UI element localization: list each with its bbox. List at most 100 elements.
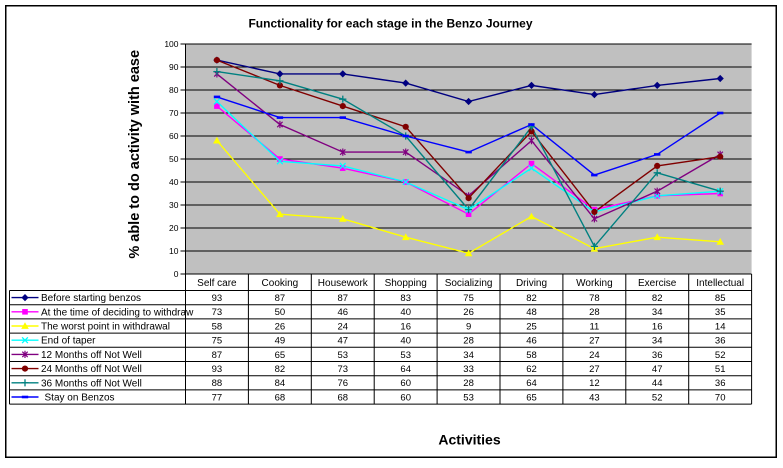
svg-text:Housework: Housework — [318, 278, 369, 289]
svg-text:9: 9 — [466, 321, 471, 332]
svg-text:76: 76 — [338, 378, 349, 389]
svg-text:40: 40 — [400, 336, 411, 347]
svg-text:10: 10 — [169, 246, 179, 256]
svg-text:70: 70 — [169, 108, 179, 118]
svg-text:12 Months off Not Well: 12 Months off Not Well — [41, 350, 142, 361]
svg-text:87: 87 — [338, 293, 349, 304]
svg-text:36: 36 — [715, 336, 726, 347]
svg-text:26: 26 — [275, 321, 286, 332]
svg-text:73: 73 — [212, 307, 223, 318]
svg-text:49: 49 — [275, 336, 286, 347]
svg-text:16: 16 — [652, 321, 663, 332]
svg-text:Exercise: Exercise — [638, 278, 677, 289]
svg-text:85: 85 — [715, 293, 726, 304]
svg-text:60: 60 — [169, 131, 179, 141]
svg-text:47: 47 — [652, 364, 663, 375]
svg-text:20: 20 — [169, 223, 179, 233]
svg-text:50: 50 — [169, 154, 179, 164]
svg-text:12: 12 — [589, 378, 600, 389]
svg-text:0: 0 — [174, 269, 179, 279]
svg-text:65: 65 — [275, 350, 286, 361]
svg-text:47: 47 — [338, 336, 349, 347]
svg-text:End of taper: End of taper — [41, 336, 96, 347]
svg-text:Activities: Activities — [438, 432, 500, 448]
svg-text:70: 70 — [715, 392, 726, 403]
svg-text:40: 40 — [400, 307, 411, 318]
svg-text:53: 53 — [463, 392, 474, 403]
svg-text:48: 48 — [526, 307, 537, 318]
svg-text:24: 24 — [338, 321, 349, 332]
svg-text:58: 58 — [212, 321, 223, 332]
svg-text:73: 73 — [338, 364, 349, 375]
svg-text:51: 51 — [715, 364, 726, 375]
svg-text:Cooking: Cooking — [262, 278, 299, 289]
svg-text:90: 90 — [169, 62, 179, 72]
svg-text:33: 33 — [463, 364, 474, 375]
svg-text:65: 65 — [526, 392, 537, 403]
svg-text:64: 64 — [400, 364, 411, 375]
svg-text:40: 40 — [169, 177, 179, 187]
svg-text:43: 43 — [589, 392, 600, 403]
svg-text:Working: Working — [576, 278, 613, 289]
svg-text:93: 93 — [212, 293, 223, 304]
svg-text:87: 87 — [275, 293, 286, 304]
svg-text:35: 35 — [715, 307, 726, 318]
svg-text:Stay on Benzos: Stay on Benzos — [45, 393, 115, 404]
svg-text:16: 16 — [400, 321, 411, 332]
svg-text:14: 14 — [715, 321, 726, 332]
svg-text:68: 68 — [338, 392, 349, 403]
svg-text:82: 82 — [652, 293, 663, 304]
svg-text:34: 34 — [463, 350, 474, 361]
svg-text:11: 11 — [589, 321, 599, 332]
svg-text:68: 68 — [275, 392, 286, 403]
svg-text:60: 60 — [400, 392, 411, 403]
svg-text:36 Months off Not Well: 36 Months off Not Well — [41, 378, 142, 389]
svg-text:36: 36 — [715, 378, 726, 389]
svg-text:64: 64 — [526, 378, 537, 389]
svg-text:27: 27 — [589, 364, 600, 375]
svg-text:44: 44 — [652, 378, 663, 389]
svg-text:Self care: Self care — [197, 278, 237, 289]
svg-text:30: 30 — [169, 200, 179, 210]
svg-text:Driving: Driving — [516, 278, 547, 289]
svg-text:46: 46 — [526, 336, 537, 347]
svg-text:At the time of deciding to wit: At the time of deciding to withdraw — [41, 307, 194, 318]
svg-text:27: 27 — [589, 336, 600, 347]
svg-text:Intellectual: Intellectual — [696, 278, 744, 289]
svg-text:Before starting benzos: Before starting benzos — [41, 293, 141, 304]
svg-text:80: 80 — [169, 85, 179, 95]
svg-text:% able to do activity with eas: % able to do activity with ease — [127, 50, 143, 259]
svg-text:28: 28 — [463, 336, 474, 347]
svg-text:87: 87 — [212, 350, 223, 361]
svg-text:53: 53 — [400, 350, 411, 361]
svg-text:88: 88 — [212, 378, 223, 389]
svg-text:The worst point in withdrawal: The worst point in withdrawal — [41, 322, 170, 333]
svg-text:Functionality for each stage i: Functionality for each stage in the Benz… — [248, 16, 532, 30]
svg-text:26: 26 — [463, 307, 474, 318]
svg-text:75: 75 — [212, 336, 223, 347]
svg-text:60: 60 — [400, 378, 411, 389]
svg-text:83: 83 — [400, 293, 411, 304]
svg-text:52: 52 — [652, 392, 663, 403]
svg-text:84: 84 — [275, 378, 286, 389]
svg-text:24 Months off Not Well: 24 Months off Not Well — [41, 364, 142, 375]
svg-text:28: 28 — [463, 378, 474, 389]
svg-text:28: 28 — [589, 307, 600, 318]
svg-text:53: 53 — [338, 350, 349, 361]
svg-text:24: 24 — [589, 350, 600, 361]
svg-text:50: 50 — [275, 307, 286, 318]
svg-text:100: 100 — [164, 39, 178, 49]
svg-text:36: 36 — [652, 350, 663, 361]
svg-text:34: 34 — [652, 336, 663, 347]
svg-text:Socializing: Socializing — [445, 278, 493, 289]
svg-text:46: 46 — [338, 307, 349, 318]
svg-text:82: 82 — [526, 293, 537, 304]
svg-text:58: 58 — [526, 350, 537, 361]
svg-text:Shopping: Shopping — [385, 278, 427, 289]
svg-text:62: 62 — [526, 364, 537, 375]
svg-text:77: 77 — [212, 392, 223, 403]
svg-text:78: 78 — [589, 293, 600, 304]
svg-text:34: 34 — [652, 307, 663, 318]
svg-text:93: 93 — [212, 364, 223, 375]
svg-text:52: 52 — [715, 350, 726, 361]
